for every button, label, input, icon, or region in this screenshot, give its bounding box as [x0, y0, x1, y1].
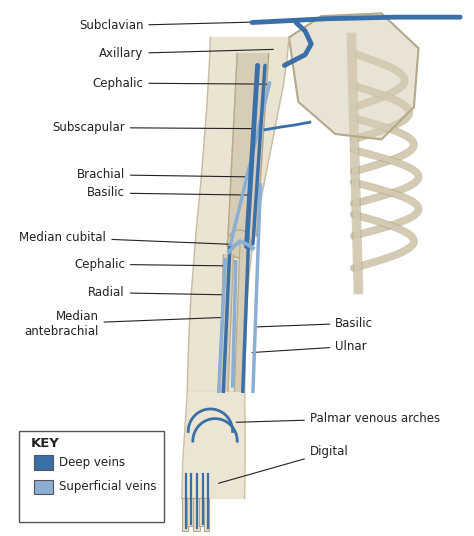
Polygon shape — [204, 498, 210, 531]
Text: Median cubital: Median cubital — [19, 231, 231, 244]
Polygon shape — [182, 498, 188, 531]
Text: Digital: Digital — [219, 445, 348, 483]
Text: Ulnar: Ulnar — [252, 340, 367, 353]
Polygon shape — [187, 498, 194, 526]
Polygon shape — [193, 498, 200, 531]
FancyBboxPatch shape — [34, 455, 53, 470]
Polygon shape — [219, 255, 234, 391]
Text: Axillary: Axillary — [99, 47, 273, 60]
Text: Median
antebrachial: Median antebrachial — [24, 310, 223, 338]
Text: Basilic: Basilic — [87, 187, 249, 199]
Polygon shape — [182, 391, 245, 498]
Text: Brachial: Brachial — [77, 168, 246, 181]
Text: Subclavian: Subclavian — [79, 19, 276, 32]
Text: Radial: Radial — [88, 286, 222, 299]
Polygon shape — [235, 244, 249, 391]
Text: Cephalic: Cephalic — [92, 77, 267, 90]
Polygon shape — [199, 498, 205, 526]
Text: Deep veins: Deep veins — [59, 456, 125, 468]
Polygon shape — [187, 38, 289, 391]
Text: Palmar venous arches: Palmar venous arches — [237, 412, 440, 425]
FancyBboxPatch shape — [34, 480, 53, 494]
Text: KEY: KEY — [31, 437, 60, 450]
Text: Cephalic: Cephalic — [74, 258, 224, 271]
FancyBboxPatch shape — [18, 431, 164, 522]
Text: Subscapular: Subscapular — [52, 121, 253, 134]
Polygon shape — [289, 13, 419, 139]
Circle shape — [227, 230, 251, 258]
Text: Basilic: Basilic — [257, 317, 373, 330]
Text: Superficial veins: Superficial veins — [59, 480, 156, 493]
Polygon shape — [228, 54, 269, 236]
